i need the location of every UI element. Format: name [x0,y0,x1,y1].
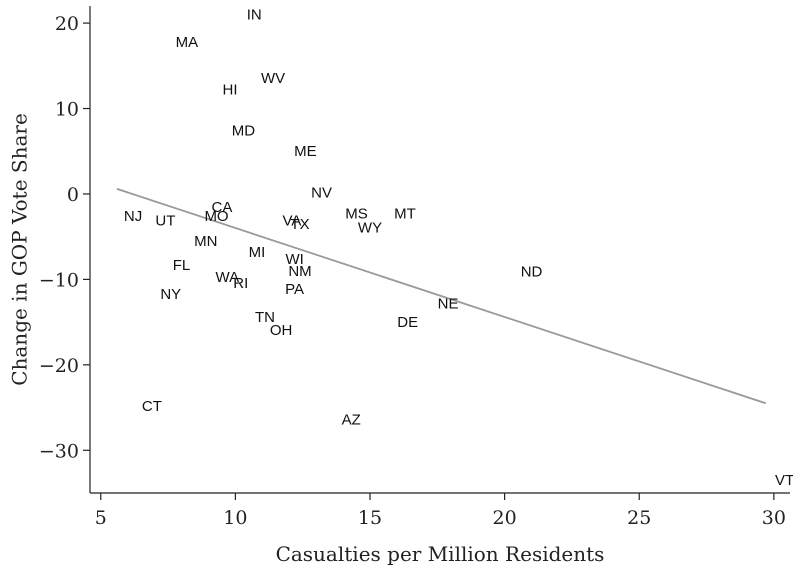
x-tick-label: 20 [493,507,517,529]
point-label-ne: NE [438,295,459,312]
point-label-tx: TX [290,216,309,233]
point-label-wv: WV [261,70,285,87]
x-axis-title: Casualties per Million Residents [276,542,605,566]
point-label-ri: RI [233,275,248,292]
x-tick-label: 10 [223,507,247,529]
point-label-mt: MT [394,206,416,223]
x-tick-label: 5 [95,507,107,529]
point-label-wy: WY [358,219,382,236]
point-label-me: ME [294,143,317,160]
point-label-ut: UT [155,212,175,229]
point-label-va: VA [282,212,301,229]
x-tick-label: 15 [358,507,382,529]
point-label-ny: NY [160,286,181,303]
point-label-md: MD [232,123,255,140]
y-tick-label: 20 [55,13,79,35]
x-ticks: 5 10 15 20 25 30 [95,493,786,529]
point-label-ct: CT [142,398,162,415]
y-tick-label: 10 [55,99,79,121]
point-label-fl: FL [173,257,191,274]
y-tick-label: −10 [39,269,79,291]
point-label-az: AZ [342,412,361,429]
point-label-ms: MS [345,206,368,223]
point-label-mn: MN [194,233,217,250]
point-label-mo: MO [204,208,228,225]
point-label-ma: MA [176,34,199,51]
y-tick-label: −20 [39,355,79,377]
x-tick-label: 25 [627,507,651,529]
y-tick-label: −30 [39,440,79,462]
y-ticks: 20 10 0 −10 −20 −30 [39,13,90,462]
fit-line [116,187,767,405]
point-label-ca: CA [212,199,233,216]
point-label-wa: WA [216,269,240,286]
point-label-de: DE [397,314,418,331]
axes: 5 10 15 20 25 30 20 10 0 −10 −20 −30 [39,6,790,529]
fit-line-group [116,187,767,405]
point-label-pa: PA [285,281,304,298]
point-label-nd: ND [521,264,543,281]
point-label-in: IN [247,7,262,24]
point-label-vt: VT [775,472,793,489]
x-tick-label: 30 [762,507,786,529]
point-label-tn: TN [255,309,275,326]
point-label-hi: HI [223,82,238,99]
point-label-wi: WI [285,251,303,268]
point-label-mi: MI [249,244,266,261]
point-label-nm: NM [288,263,311,280]
point-label-oh: OH [270,322,293,339]
point-label-nj: NJ [124,208,142,225]
y-axis-title: Change in GOP Vote Share [8,113,32,386]
point-label-nv: NV [311,184,332,201]
y-tick-label: 0 [67,184,79,206]
